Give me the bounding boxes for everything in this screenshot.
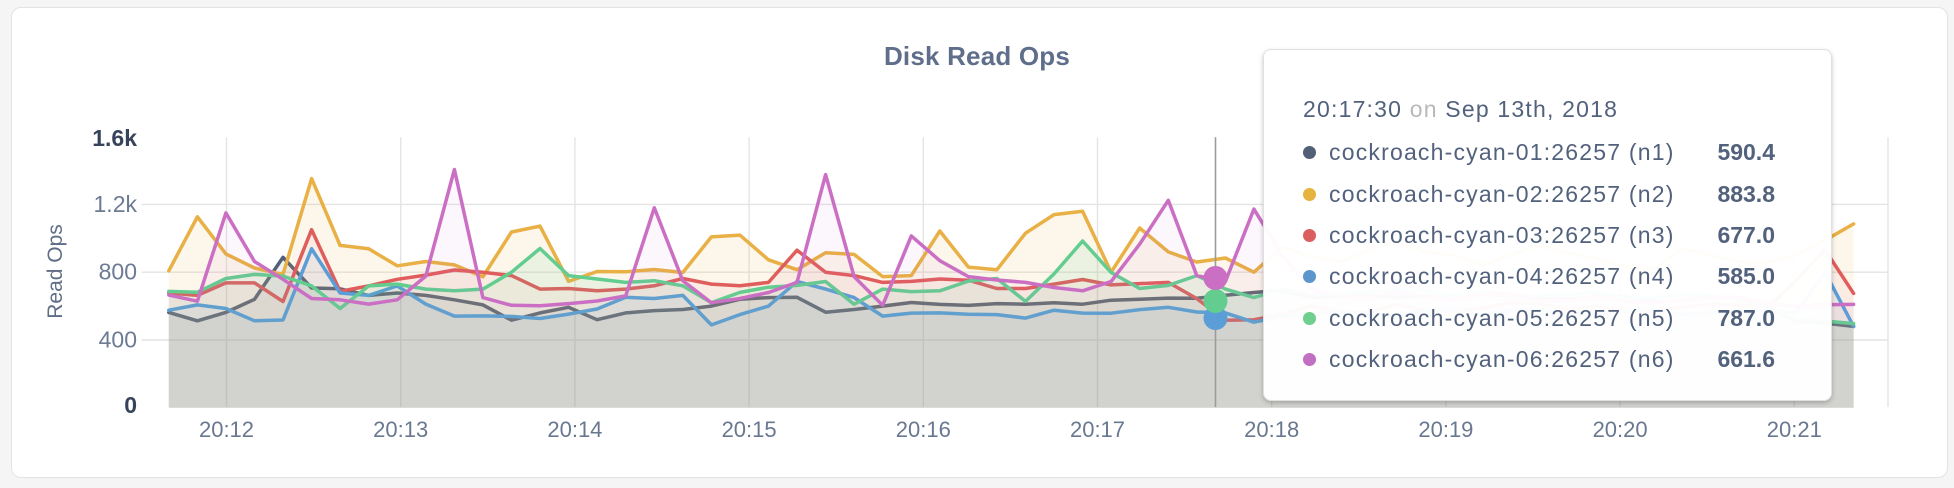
svg-text:20:21: 20:21 (1767, 417, 1822, 442)
svg-text:20:14: 20:14 (547, 417, 602, 442)
svg-text:Read Ops: Read Ops (44, 224, 67, 319)
svg-text:20:15: 20:15 (722, 417, 777, 442)
svg-text:800: 800 (99, 259, 137, 285)
svg-text:20:13: 20:13 (373, 417, 428, 442)
svg-text:20:17: 20:17 (1070, 417, 1125, 442)
svg-text:20:16: 20:16 (896, 417, 951, 442)
svg-text:1.6k: 1.6k (92, 125, 137, 151)
svg-text:20:18: 20:18 (1244, 417, 1299, 442)
svg-text:400: 400 (99, 327, 137, 353)
svg-text:0: 0 (124, 392, 137, 418)
svg-text:20:19: 20:19 (1418, 417, 1473, 442)
svg-text:20:12: 20:12 (199, 417, 254, 442)
svg-text:20:20: 20:20 (1593, 417, 1648, 442)
svg-text:1.2k: 1.2k (94, 191, 138, 217)
